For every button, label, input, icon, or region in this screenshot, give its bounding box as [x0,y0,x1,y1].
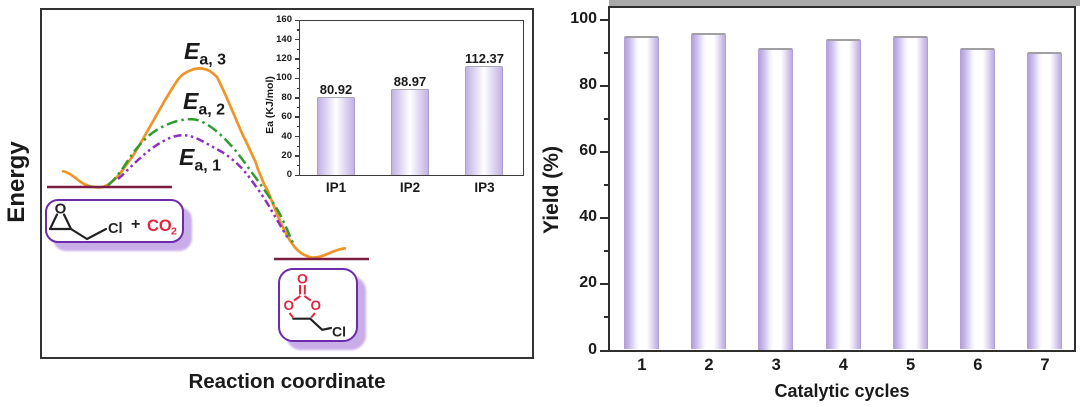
svg-text:2: 2 [171,226,177,238]
svg-text:+: + [131,216,140,233]
svg-text:Cl: Cl [108,221,123,237]
svg-text:O: O [297,271,308,287]
svg-text:O: O [55,201,67,218]
svg-text:Cl: Cl [332,323,346,339]
svg-text:O: O [310,298,321,313]
svg-text:CO: CO [147,217,172,235]
svg-text:O: O [284,298,295,313]
